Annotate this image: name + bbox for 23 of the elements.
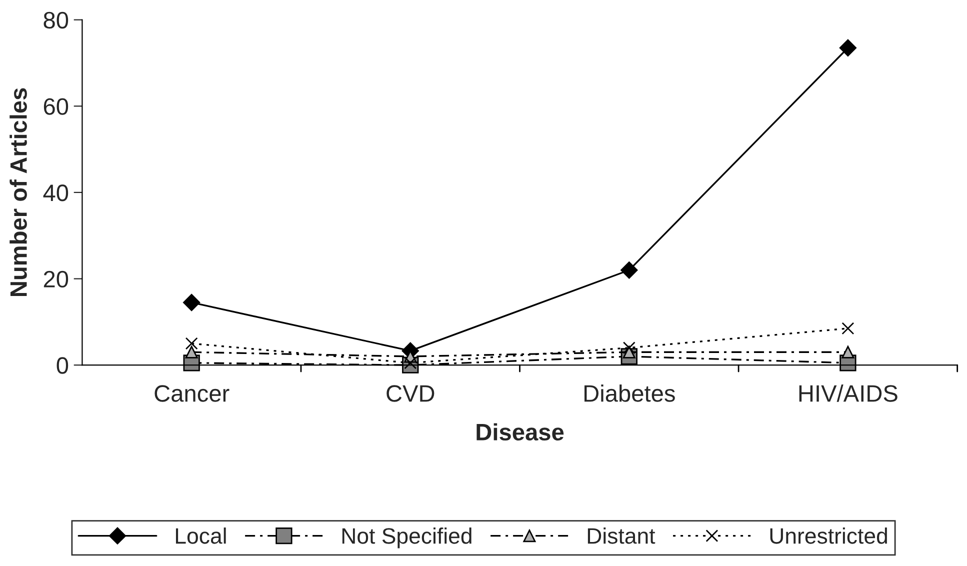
legend-label: Unrestricted — [770, 528, 887, 544]
x-tick-label: Diabetes — [584, 384, 675, 402]
point — [842, 346, 854, 358]
x-tick-label: Cancer — [154, 385, 230, 402]
point — [842, 322, 854, 335]
y-tick-label: 20 — [44, 270, 68, 288]
point — [183, 294, 200, 312]
y-tick-label: 60 — [44, 98, 68, 115]
y-tick-label: 0 — [56, 357, 68, 374]
legend-label: Distant — [588, 528, 656, 544]
x-tick-label: CVD — [386, 385, 434, 402]
point — [185, 346, 198, 358]
legend-label: Local — [176, 528, 226, 544]
point — [185, 337, 198, 350]
x-axis-title: Disease — [476, 423, 564, 441]
x-tick-label: HIV/AIDS — [799, 384, 898, 402]
legend-label: Not Specified — [342, 528, 472, 548]
y-tick-label: 40 — [43, 184, 68, 202]
point — [620, 262, 638, 279]
y-tick-label: 80 — [44, 12, 68, 29]
point — [839, 39, 856, 56]
point — [622, 342, 636, 354]
y-axis-title: Number of Articles — [10, 88, 27, 296]
